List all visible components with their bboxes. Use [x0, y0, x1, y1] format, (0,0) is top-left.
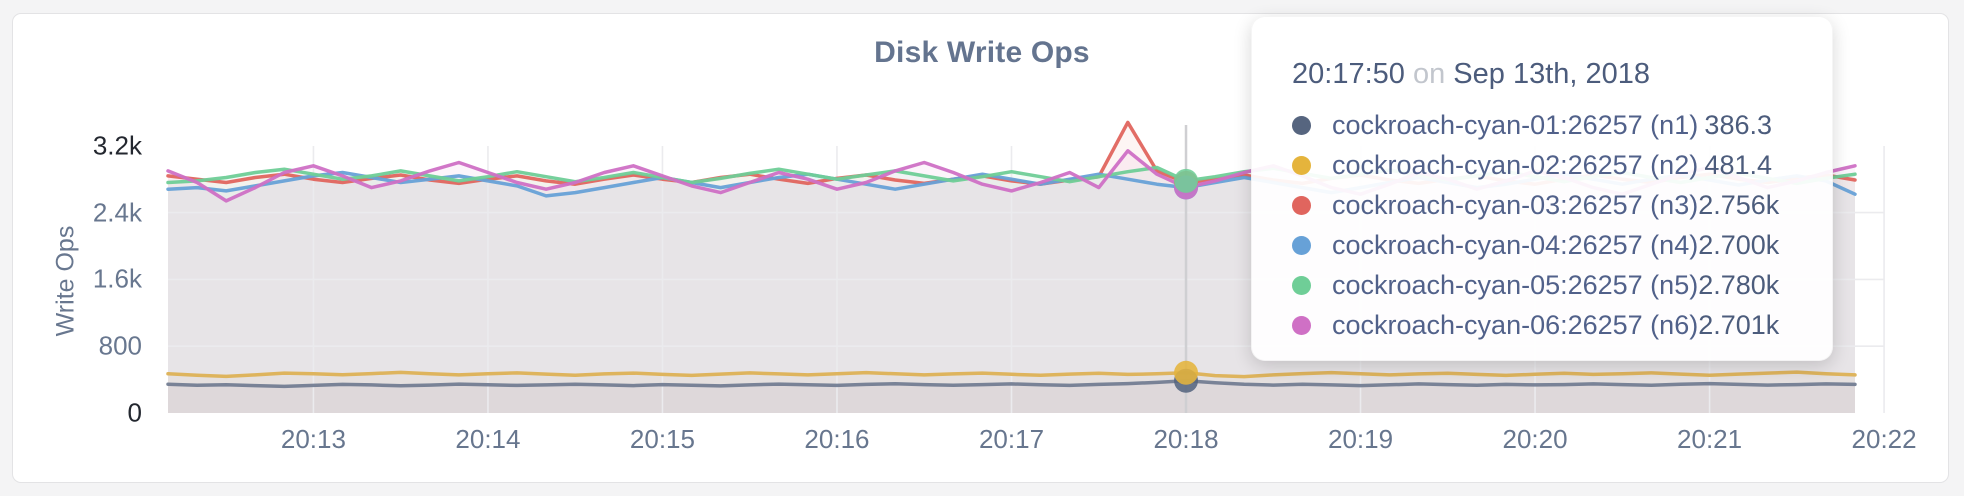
- y-tick-label: 2.4k: [92, 197, 142, 228]
- x-tick-label: 20:15: [629, 424, 695, 454]
- tooltip-series-value: 2.701k: [1698, 309, 1780, 340]
- tooltip-series-value: 2.756k: [1698, 189, 1780, 220]
- series-color-dot: [1292, 235, 1311, 255]
- series-color-dot: [1292, 195, 1311, 215]
- x-tick-label: 20:19: [1327, 424, 1394, 454]
- tooltip-series-value: 2.700k: [1698, 229, 1780, 260]
- tooltip-series-row: cockroach-cyan-01:26257 (n1) 386.3: [1292, 105, 1772, 145]
- tooltip-series-name: cockroach-cyan-01:26257 (n1): [1332, 109, 1699, 140]
- tooltip-series-row: cockroach-cyan-03:26257 (n3) 2.756k: [1292, 185, 1779, 225]
- tooltip-series-name: cockroach-cyan-03:26257 (n3): [1332, 189, 1699, 220]
- x-tick-label: 20:22: [1851, 424, 1917, 454]
- tooltip-series-name: cockroach-cyan-05:26257 (n5): [1332, 269, 1699, 300]
- y-tick-label: 800: [98, 330, 142, 361]
- tooltip-header: 20:17:50 on Sep 13th, 2018: [1292, 57, 1772, 91]
- series-line-n1: [166, 378, 1857, 389]
- tooltip-conjunction: on: [1412, 58, 1446, 90]
- tooltip-date: Sep 13th, 2018: [1453, 58, 1651, 90]
- series-color-dot: [1292, 115, 1311, 135]
- hover-point-n2: [1174, 360, 1199, 385]
- tooltip-series-name: cockroach-cyan-02:26257 (n2): [1332, 149, 1699, 180]
- x-tick-label: 20:18: [1153, 424, 1219, 454]
- y-tick-label: 1.6k: [92, 263, 142, 294]
- tooltip-series-value: 2.780k: [1698, 269, 1780, 300]
- series-color-dot: [1292, 315, 1311, 335]
- x-tick-label: 20:13: [280, 424, 346, 454]
- hover-point-n5: [1174, 168, 1199, 193]
- tooltip-series-name: cockroach-cyan-06:26257 (n6): [1332, 309, 1699, 340]
- series-line-n2: [166, 370, 1857, 379]
- chart-title: Disk Write Ops: [874, 36, 1090, 69]
- x-tick-label: 20:20: [1502, 424, 1568, 454]
- y-tick-label: 3.2k: [92, 130, 142, 161]
- x-tick-label: 20:14: [455, 424, 521, 454]
- tooltip-series-row: cockroach-cyan-06:26257 (n6) 2.701k: [1292, 305, 1779, 345]
- tooltip-series-row: cockroach-cyan-04:26257 (n4) 2.700k: [1292, 225, 1779, 265]
- tooltip-series-name: cockroach-cyan-04:26257 (n4): [1332, 229, 1699, 260]
- tooltip-series-row: cockroach-cyan-02:26257 (n2) 481.4: [1292, 145, 1772, 185]
- tooltip-series-value: 481.4: [1704, 149, 1772, 180]
- tooltip-series-value: 386.3: [1704, 109, 1772, 140]
- x-tick-label: 20:21: [1677, 424, 1743, 454]
- hover-tooltip: 20:17:50 on Sep 13th, 2018 cockroach-cya…: [1251, 16, 1833, 361]
- x-tick-label: 20:16: [804, 424, 870, 454]
- series-color-dot: [1292, 155, 1311, 175]
- tooltip-series-row: cockroach-cyan-05:26257 (n5) 2.780k: [1292, 265, 1779, 305]
- y-tick-label: 0: [127, 397, 142, 428]
- series-color-dot: [1292, 275, 1311, 295]
- tooltip-series-list: cockroach-cyan-01:26257 (n1) 386.3 cockroa…: [1292, 105, 1779, 345]
- tooltip-time: 20:17:50: [1292, 58, 1405, 90]
- x-tick-label: 20:17: [978, 424, 1045, 454]
